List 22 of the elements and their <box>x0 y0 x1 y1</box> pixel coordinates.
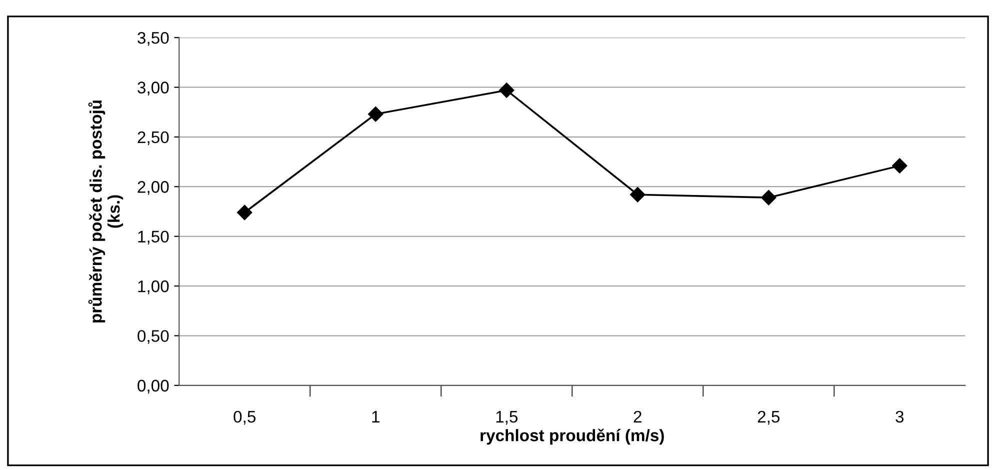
point <box>892 158 908 174</box>
y-tick-label: 1,50 <box>138 230 169 245</box>
x-tick-label: 0,5 <box>234 410 256 425</box>
x-tick-label: 1,5 <box>496 411 518 425</box>
x-tick-label: 3 <box>896 410 904 423</box>
point <box>761 190 776 206</box>
x-tick-label: 2,5 <box>758 410 780 425</box>
x-tick-label: 1 <box>372 411 380 422</box>
point <box>630 187 646 202</box>
y-axis-title: průměrný počet dis. postojů (ks.) <box>88 100 124 322</box>
y-tick-label: 2,50 <box>138 131 169 146</box>
point <box>368 106 384 122</box>
y-tick-label: 0,50 <box>138 330 169 344</box>
x-tick-label: 2 <box>634 410 642 422</box>
y-tick-label: 3,00 <box>138 82 169 96</box>
point <box>499 82 514 98</box>
y-tick-label: 1,00 <box>138 280 169 294</box>
x-axis-title: rychlost proudění (m/s) <box>480 428 664 445</box>
y-tick-label: 0,00 <box>138 380 169 394</box>
point <box>237 204 252 220</box>
y-tick-label: 3,50 <box>138 32 169 46</box>
y-tick-label: 2,00 <box>138 181 169 195</box>
